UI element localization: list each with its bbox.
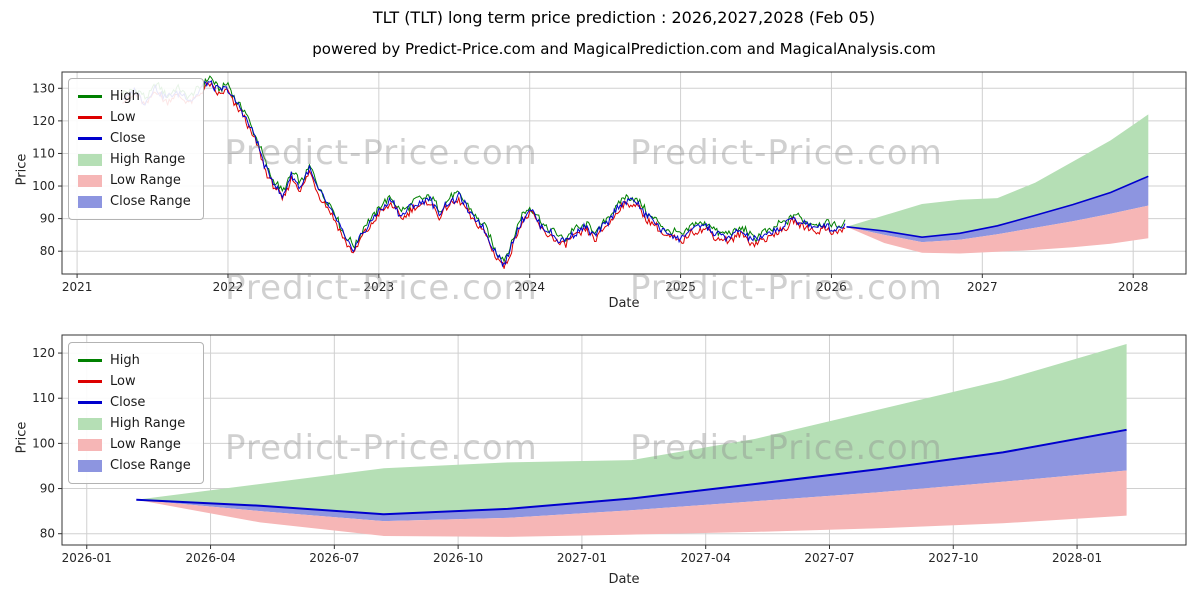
bottom-chart-svg: 2026-01 2026-04 2026-07 2026-10 2027-01 2027-… — [32, 334, 1187, 565]
legend-item: Close Range — [78, 455, 191, 476]
legend-item-label: High — [110, 89, 140, 104]
y-axis-label-top: Price — [14, 153, 30, 186]
legend-item-label: Low Range — [110, 437, 181, 452]
legend-swatch-high-range — [78, 153, 102, 166]
x-tick-label: 2023 — [364, 280, 395, 294]
figure-title: TLT (TLT) long term price prediction : 2… — [372, 8, 876, 27]
legend-box-bottom: High Low Close High Range Low Range Close Ran… — [68, 342, 204, 484]
y-tick-label: 120 — [32, 114, 55, 128]
x-tick-label: 2026-10 — [433, 551, 483, 565]
legend-item-label: Low — [110, 110, 136, 125]
legend-swatch-low-line — [78, 116, 102, 119]
close-range-area — [846, 176, 1149, 243]
x-tick-label: 2028 — [1118, 280, 1149, 294]
legend-item: High — [78, 350, 191, 371]
x-tick-label: 2028-01 — [1052, 551, 1102, 565]
legend-swatch-low-line — [78, 380, 102, 383]
y-tick-label: 120 — [32, 346, 55, 360]
close-range-area — [136, 429, 1127, 522]
close-forecast-line — [136, 428, 1127, 516]
x-tick-label: 2026-01 — [62, 551, 112, 565]
high-line — [121, 75, 846, 263]
legend-item-label: Close — [110, 131, 146, 146]
legend-item-label: High — [110, 353, 140, 368]
y-tick-label: 80 — [40, 244, 55, 258]
x-tick-label: 2027-10 — [928, 551, 978, 565]
legend-swatch-close-range — [78, 459, 102, 472]
high-range-area — [136, 344, 1127, 515]
low-range-area — [136, 470, 1127, 537]
axes-border — [61, 334, 1187, 546]
legend-box-top: High Low Close High Range Low Range Close Ran… — [68, 78, 204, 220]
legend-item-label: Close Range — [110, 194, 191, 209]
legend-item: Low Range — [78, 434, 191, 455]
y-tick-label: 90 — [40, 212, 55, 226]
x-tick-label: 2024 — [514, 280, 545, 294]
x-tick-label: 2027-07 — [804, 551, 854, 565]
legend-item: High Range — [78, 413, 191, 434]
high-range-area — [846, 114, 1149, 238]
x-tick-label: 2026 — [816, 280, 847, 294]
y-tick-label: 110 — [32, 391, 55, 405]
legend-swatch-high-range — [78, 417, 102, 430]
close-line-historical — [122, 80, 846, 268]
legend-item-label: Close Range — [110, 458, 191, 473]
x-tick-label: 2026-04 — [185, 551, 235, 565]
legend-item: Low — [78, 371, 191, 392]
legend-swatch-high-line — [78, 95, 102, 98]
legend-item-label: Low — [110, 374, 136, 389]
low-line — [122, 81, 846, 269]
legend-swatch-close-line — [78, 137, 102, 140]
x-tick-label: 2025 — [665, 280, 696, 294]
y-tick-label: 90 — [40, 482, 55, 496]
axes-border — [61, 71, 1187, 275]
y-tick-label: 100 — [32, 436, 55, 450]
legend-item: Low — [78, 107, 191, 128]
legend-item-label: High Range — [110, 152, 186, 167]
legend-item: Close — [78, 392, 191, 413]
legend-item: Close — [78, 128, 191, 149]
y-tick-label: 130 — [32, 81, 55, 95]
low-range-area — [846, 205, 1149, 254]
y-tick-label: 100 — [32, 179, 55, 193]
legend-item-label: Low Range — [110, 173, 181, 188]
y-tick-label: 80 — [40, 527, 55, 541]
x-axis-label-bottom: Date — [608, 572, 640, 587]
x-tick-label: 2027-01 — [557, 551, 607, 565]
x-axis-label-top: Date — [608, 296, 640, 311]
figure-subtitle: powered by Predict-Price.com and Magical… — [312, 40, 936, 58]
y-axis-label-bottom: Price — [14, 421, 30, 454]
legend-item-label: Close — [110, 395, 146, 410]
x-tick-label: 2026-07 — [309, 551, 359, 565]
legend-swatch-high-line — [78, 359, 102, 362]
legend-item: High Range — [78, 149, 191, 170]
x-tick-label: 2022 — [213, 280, 244, 294]
legend-swatch-low-range — [78, 438, 102, 451]
close-forecast-line — [846, 175, 1149, 239]
x-tick-label: 2027 — [967, 280, 998, 294]
x-tick-label: 2027-04 — [681, 551, 731, 565]
legend-item: Close Range — [78, 191, 191, 212]
top-chart-svg: 2021 2022 2023 2024 2025 2026 2027 2028 80 90 100 1… — [32, 71, 1187, 294]
legend-item: Low Range — [78, 170, 191, 191]
y-tick-label: 110 — [32, 146, 55, 160]
x-tick-label: 2021 — [62, 280, 93, 294]
legend-swatch-close-range — [78, 195, 102, 208]
legend-swatch-low-range — [78, 174, 102, 187]
legend-swatch-close-line — [78, 401, 102, 404]
legend-item: High — [78, 86, 191, 107]
legend-item-label: High Range — [110, 416, 186, 431]
